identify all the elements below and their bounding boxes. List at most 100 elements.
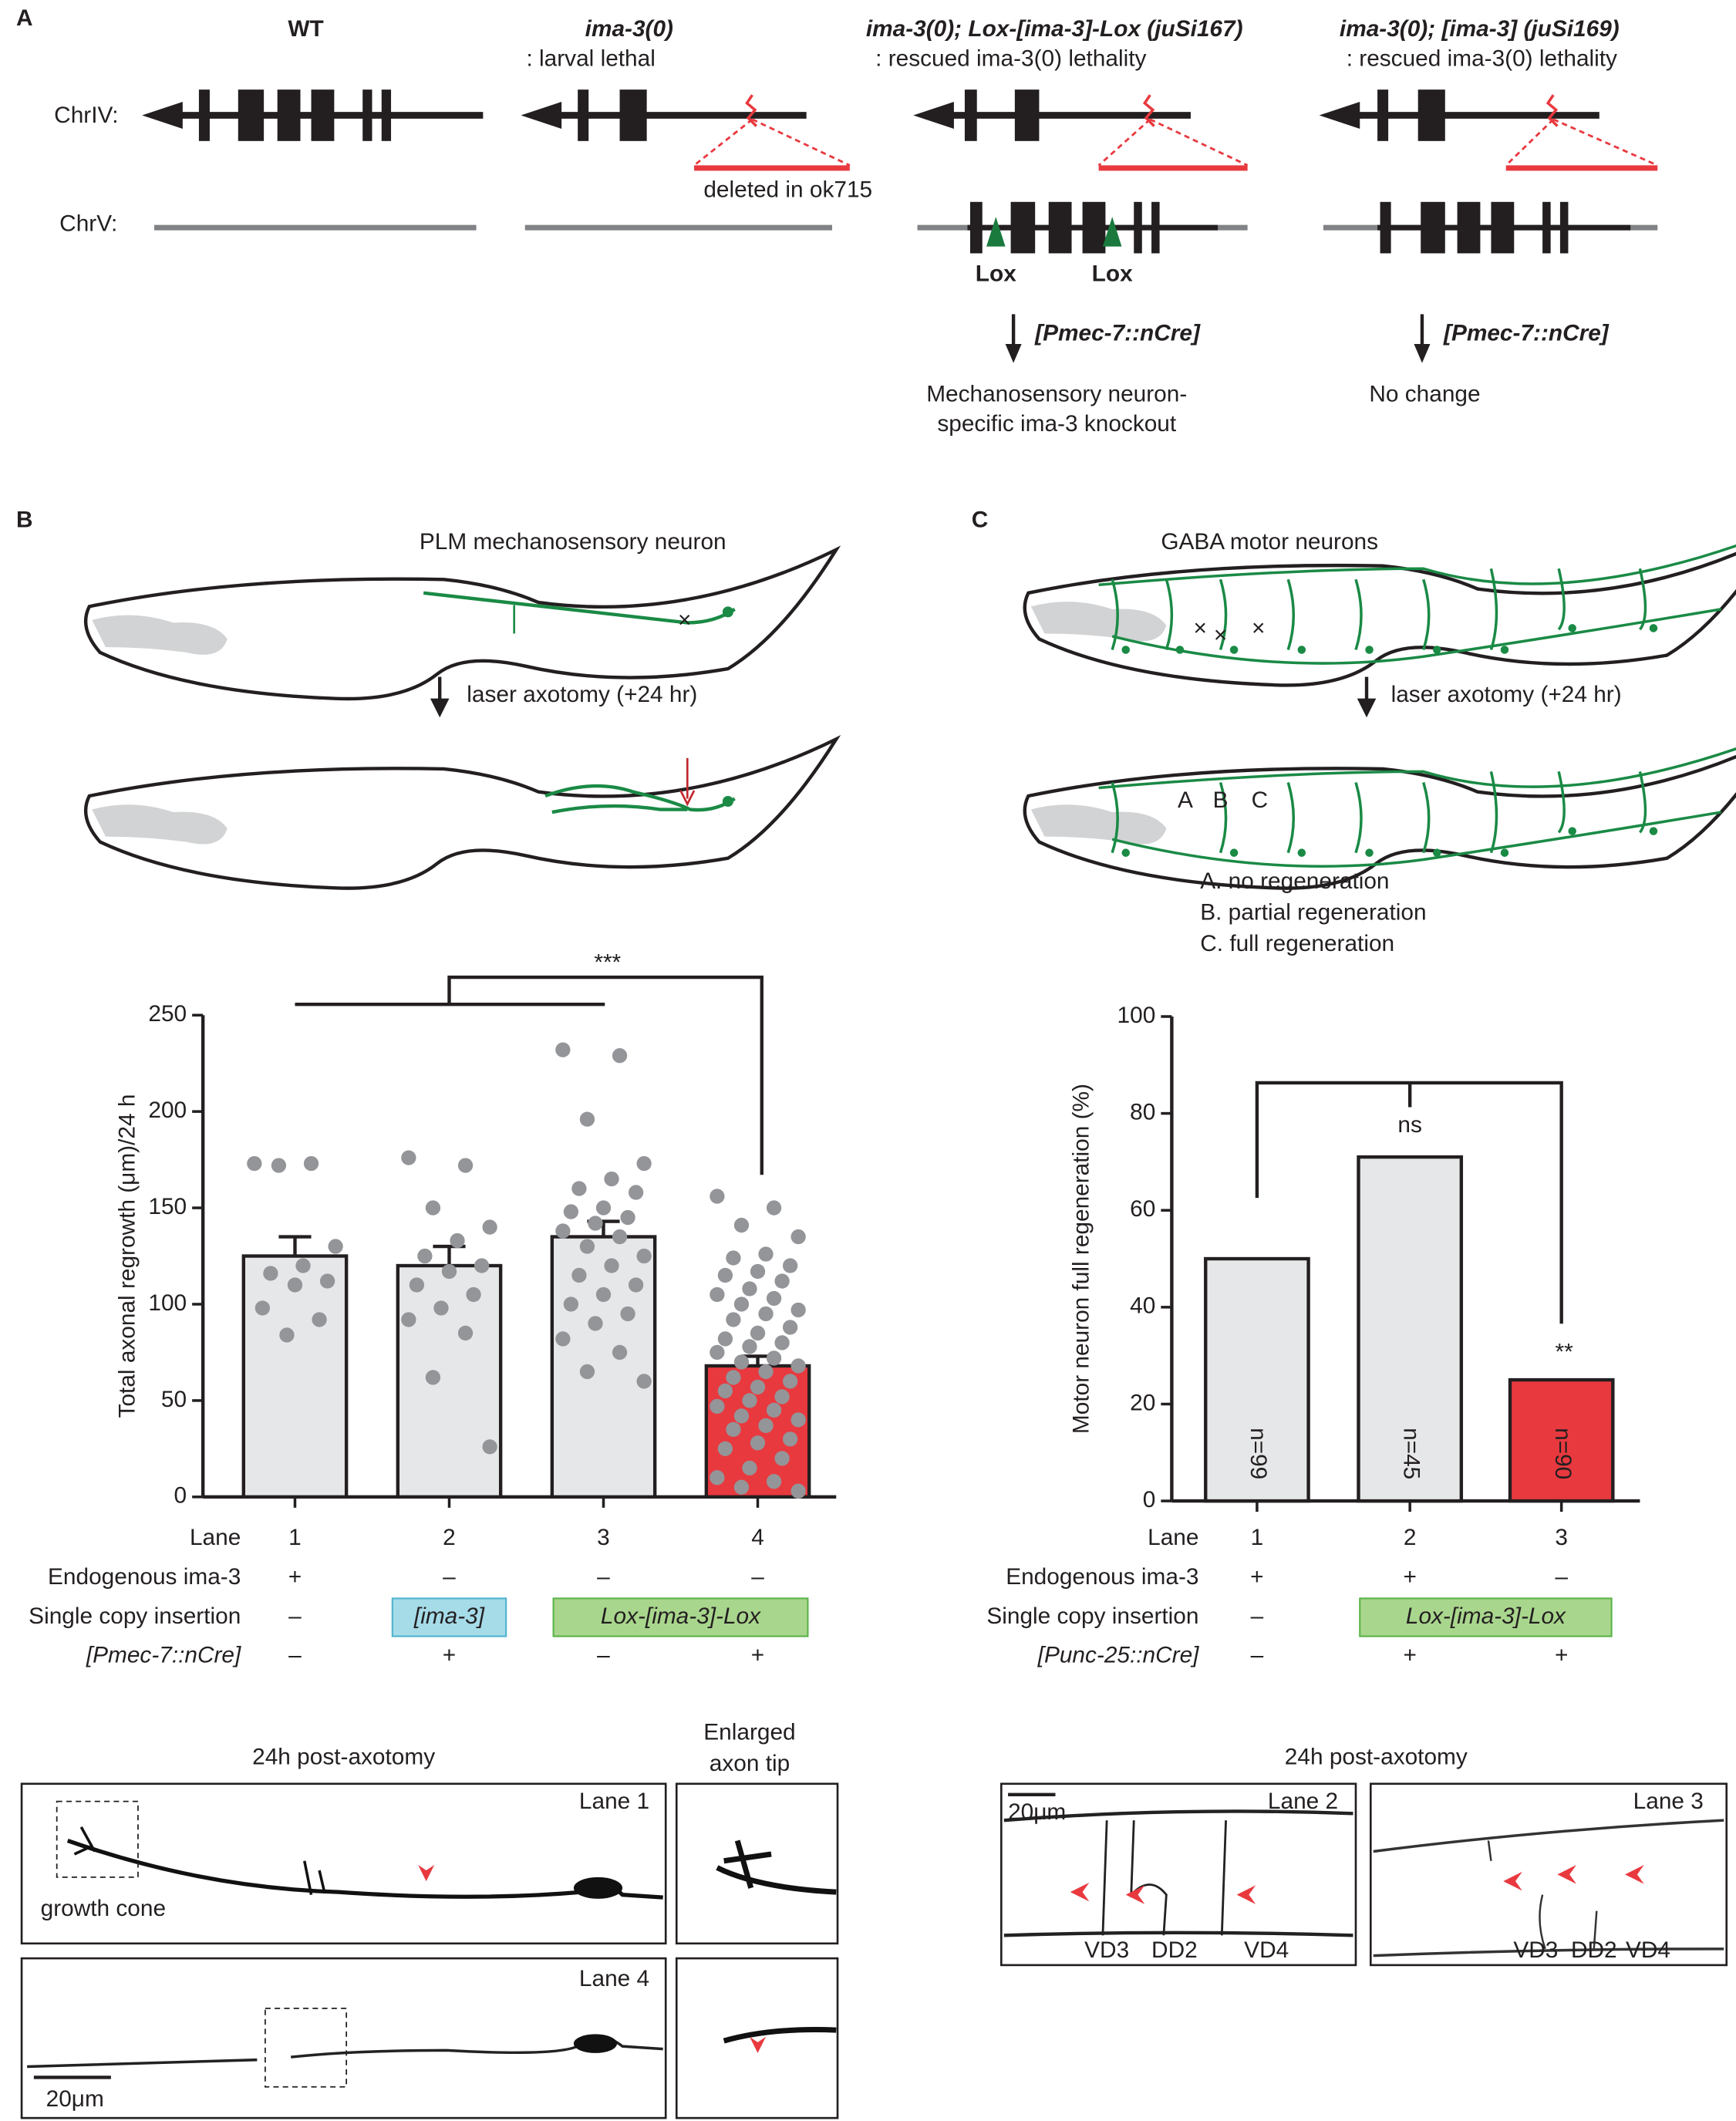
- data-point: [726, 1250, 741, 1266]
- soma: [1365, 848, 1374, 857]
- row-label: Single copy insertion: [29, 1603, 241, 1629]
- table-cell: –: [597, 1643, 610, 1668]
- table-cell: –: [1251, 1603, 1264, 1629]
- x-tick-label: 1: [1251, 1525, 1264, 1550]
- shape: [1010, 201, 1036, 254]
- data-point: [433, 1300, 449, 1316]
- table-cell: [ima-3]: [413, 1603, 485, 1629]
- scale-label: 20μm: [46, 2086, 104, 2112]
- micrograph-label: Lane 2: [1268, 1789, 1338, 1814]
- data-point: [710, 1470, 725, 1485]
- shape: [430, 698, 450, 718]
- neuron-name: DD2: [1571, 1937, 1617, 1963]
- insertion-box: [552, 1597, 809, 1637]
- procedure-label: laser axotomy (+24 hr): [1391, 682, 1622, 707]
- data-point: [733, 1297, 750, 1312]
- shape: [381, 89, 392, 141]
- data-point: [457, 1158, 474, 1173]
- neuron-label: GABA motor neurons: [1161, 529, 1378, 555]
- data-point: [595, 1286, 612, 1303]
- data-point: [612, 1344, 628, 1361]
- data-point: [750, 1379, 766, 1395]
- shape: [1414, 344, 1431, 363]
- neuron: [544, 784, 736, 814]
- cut-mark: ×: [1194, 615, 1207, 641]
- shape: [142, 101, 183, 130]
- row-label: [Pmec-7::nCre]: [86, 1643, 241, 1668]
- commissure: [1422, 578, 1431, 651]
- shape: [311, 89, 335, 141]
- neuron: [1098, 747, 1736, 868]
- data-point: [710, 1344, 725, 1361]
- bar: [1204, 1256, 1310, 1503]
- table-cell: Lox-[ima-3]-Lox: [1406, 1603, 1566, 1629]
- data-point: [588, 1316, 603, 1331]
- table-cell: +: [288, 1564, 302, 1590]
- data-point: [604, 1258, 619, 1273]
- shape: [675, 1957, 839, 2119]
- lox-label: Lox: [976, 261, 1016, 286]
- data-point: [636, 1155, 652, 1172]
- data-point: [287, 1277, 303, 1293]
- neuron: [1098, 544, 1736, 665]
- table-cell: –: [288, 1643, 302, 1668]
- cut-label: B: [1213, 787, 1229, 813]
- data-point: [790, 1358, 806, 1374]
- data-point: [247, 1155, 262, 1172]
- neuron-name: VD3: [1084, 1937, 1129, 1963]
- soma: [1500, 848, 1509, 857]
- pharynx: [1030, 602, 1167, 642]
- column-subtitle: : larval lethal: [526, 46, 655, 71]
- commissure: [1489, 568, 1498, 651]
- soma: [573, 2034, 618, 2053]
- data-point: [790, 1483, 806, 1499]
- shape: [1503, 1871, 1522, 1891]
- data-point: [717, 1441, 733, 1457]
- data-point: [328, 1239, 343, 1254]
- micrograph-title: 24h post-axotomy: [252, 1744, 435, 1769]
- table-cell: –: [443, 1564, 456, 1590]
- shape: [716, 1839, 837, 1895]
- shape: [1151, 201, 1160, 254]
- neuron-name: VD4: [1244, 1937, 1289, 1963]
- data-point: [766, 1200, 782, 1216]
- table-cell: +: [1250, 1564, 1263, 1590]
- shape: [1125, 1885, 1145, 1904]
- commissure: [1557, 771, 1566, 834]
- soma: [1649, 624, 1658, 632]
- pharynx: [1030, 804, 1167, 845]
- data-point: [425, 1370, 441, 1385]
- soma: [1568, 624, 1576, 632]
- outcome-label: specific ima-3 knockout: [937, 411, 1177, 437]
- table-cell: –: [1555, 1564, 1568, 1590]
- data-point: [555, 1331, 571, 1347]
- shape: [723, 2026, 837, 2044]
- significance: ns: [1397, 1112, 1422, 1138]
- y-tick-label: 200: [148, 1098, 187, 1123]
- shape: [986, 217, 1006, 247]
- cut-mark: ×: [1214, 622, 1227, 648]
- data-point: [401, 1150, 416, 1165]
- bar: [396, 1263, 503, 1499]
- legend-entry: C. full regeneration: [1200, 931, 1394, 956]
- table-cell: Lox-[ima-3]-Lox: [601, 1603, 761, 1629]
- row-label: Single copy insertion: [986, 1603, 1198, 1629]
- data-point: [733, 1479, 750, 1495]
- shape: [1255, 1081, 1563, 1324]
- data-point: [758, 1364, 774, 1380]
- data-point: [482, 1219, 497, 1235]
- shape: [1082, 201, 1106, 254]
- data-point: [710, 1189, 725, 1204]
- micrograph-title: 24h post-axotomy: [1285, 1744, 1468, 1769]
- panel-label: B: [16, 507, 33, 533]
- data-point: [750, 1325, 766, 1341]
- x-tick-label: 1: [288, 1525, 302, 1550]
- n-label: n=45: [1398, 1428, 1424, 1479]
- cre-label: [Pmec-7::nCre]: [1034, 321, 1201, 346]
- legend-entry: B. partial regeneration: [1200, 900, 1426, 926]
- shape: [521, 101, 562, 130]
- error-bar: [433, 1244, 466, 1266]
- bar: [241, 1254, 349, 1499]
- data-point: [742, 1460, 757, 1475]
